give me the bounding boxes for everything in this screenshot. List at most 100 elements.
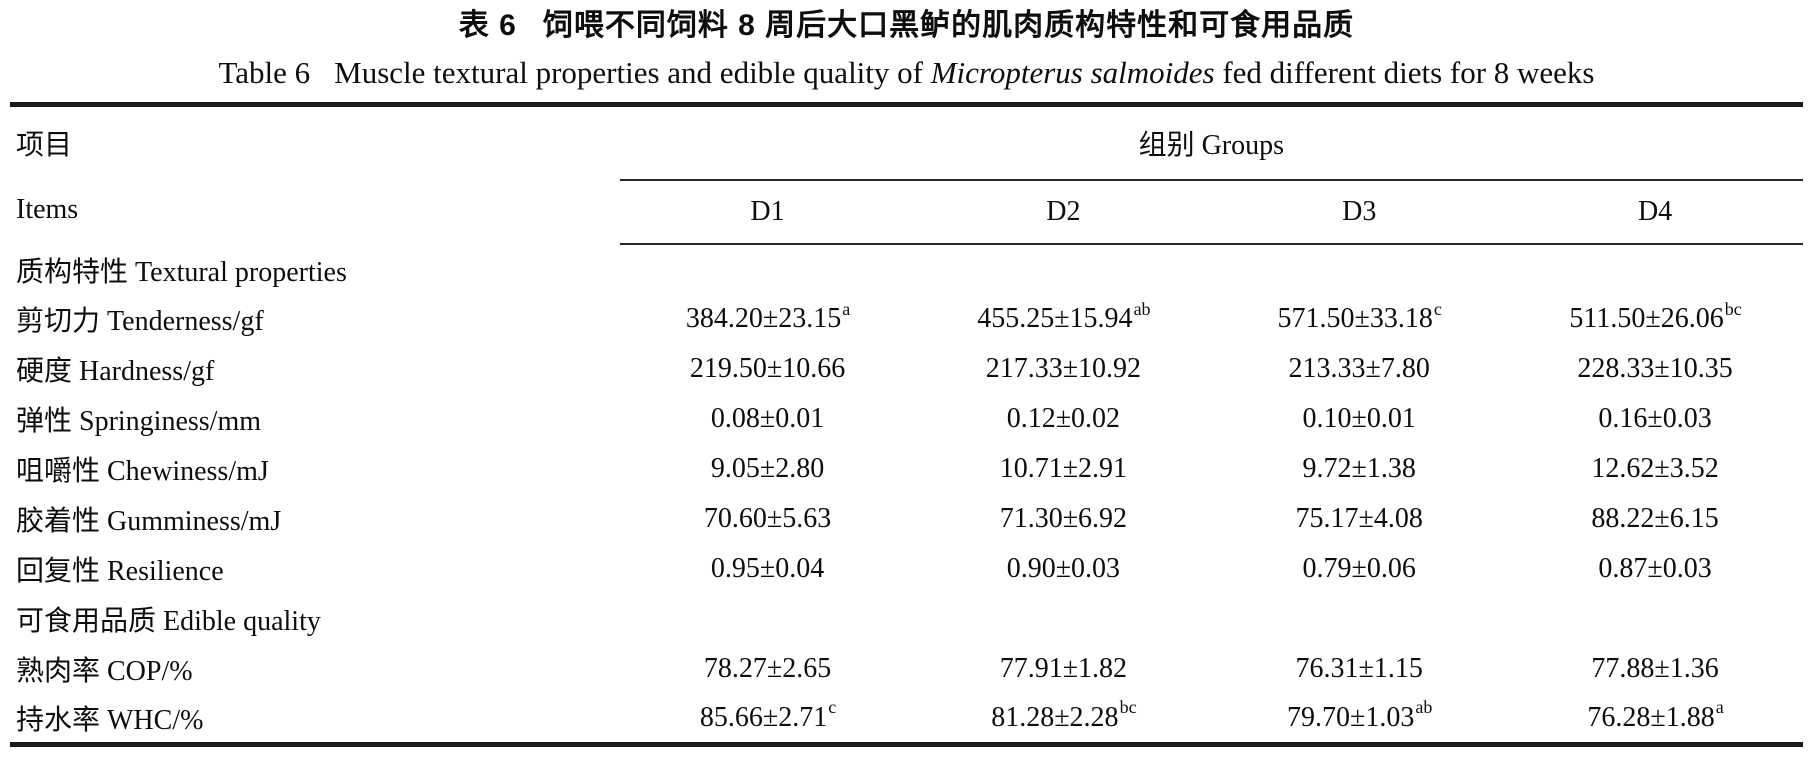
row-label: 硬度 Hardness/gf — [16, 356, 215, 387]
value-text: 219.50±10.66 — [689, 353, 846, 384]
value-cell: 0.16±0.03 — [1507, 394, 1803, 444]
value-text: 0.95±0.04 — [710, 553, 825, 584]
row-label: 持水率 WHC/% — [16, 704, 204, 736]
significance-letter: ab — [1133, 298, 1151, 319]
value-cell: 71.30±6.92 — [915, 494, 1211, 544]
value-cell: 384.20±23.15a — [620, 294, 916, 344]
table-row: 咀嚼性 Chewiness/mJ 9.05±2.80 10.71±2.91 9.72±… — [10, 444, 1803, 494]
items-header-cell: 项目 Items — [10, 105, 620, 245]
paper-table-page: 表 6 饲喂不同饲料 8 周后大口黑鲈的肌肉质构特性和可食用品质 Table 6 M… — [10, 4, 1803, 747]
table-row: 回复性 Resilience 0.95±0.04 0.90±0.03 0.79±0.0… — [10, 544, 1803, 594]
section-label: 可食用品质 Edible quality — [16, 606, 321, 637]
value-cell: 455.25±15.94ab — [915, 294, 1211, 344]
value-cell: 0.79±0.06 — [1211, 544, 1507, 594]
column-header-d4: D4 — [1507, 180, 1803, 245]
value-text: 0.10±0.01 — [1302, 403, 1416, 434]
table-row: 硬度 Hardness/gf 219.50±10.66 217.33±10.92 21… — [10, 344, 1803, 394]
table-title-en-suffix: fed different diets for 8 weeks — [1214, 55, 1595, 90]
value-text: 76.31±1.15 — [1295, 653, 1423, 684]
value-text: 70.60±5.63 — [703, 503, 832, 534]
significance-letter: a — [842, 298, 851, 319]
items-header-en: Items — [16, 194, 79, 225]
value-text: 384.20±23.15 — [685, 303, 842, 334]
value-text: 571.50±33.18 — [1277, 303, 1433, 334]
header-row-groups: 项目 Items 组别 Groups — [10, 104, 1803, 225]
value-cell: 78.27±2.65 — [620, 644, 916, 694]
value-text: 71.30±6.92 — [999, 503, 1128, 534]
value-cell: 88.22±6.15 — [1507, 494, 1803, 544]
value-cell: 12.62±3.52 — [1507, 444, 1803, 494]
value-cell: 217.33±10.92 — [915, 344, 1211, 394]
row-label: 胶着性 Gumminess/mJ — [16, 506, 282, 537]
significance-letter: c — [828, 697, 837, 718]
value-text: 228.33±10.35 — [1577, 353, 1733, 384]
value-cell: 76.31±1.15 — [1211, 644, 1507, 694]
value-text: 0.16±0.03 — [1598, 403, 1712, 434]
table-title-zh: 表 6 饲喂不同饲料 8 周后大口黑鲈的肌肉质构特性和可食用品质 — [10, 4, 1803, 48]
value-cell: 511.50±26.06bc — [1507, 294, 1803, 344]
value-text: 0.79±0.06 — [1302, 553, 1416, 584]
table-row: 持水率 WHC/% 85.66±2.71c 81.28±2.28bc 79.70±1.… — [10, 694, 1803, 744]
value-text: 455.25±15.94 — [977, 303, 1133, 334]
value-cell: 10.71±2.91 — [915, 444, 1211, 494]
items-header-zh: 项目 — [16, 130, 73, 161]
value-cell: 228.33±10.35 — [1507, 344, 1803, 394]
value-cell: 0.90±0.03 — [915, 544, 1211, 594]
value-cell: 9.72±1.38 — [1211, 444, 1507, 494]
value-text: 0.08±0.01 — [710, 403, 825, 434]
value-cell: 81.28±2.28bc — [915, 694, 1211, 744]
row-label: 剪切力 Tenderness/gf — [16, 306, 264, 337]
value-text: 77.91±1.82 — [999, 653, 1128, 684]
table-title-en-label: Table 6 — [218, 55, 311, 90]
row-label: 回复性 Resilience — [16, 556, 224, 587]
column-header-d3: D3 — [1211, 180, 1508, 245]
significance-letter: bc — [1119, 697, 1137, 718]
value-cell: 70.60±5.63 — [620, 494, 916, 544]
value-cell: 9.05±2.80 — [620, 444, 916, 494]
value-cell: 0.12±0.02 — [915, 394, 1211, 444]
value-cell: 75.17±4.08 — [1211, 494, 1507, 544]
table-title-en-prefix: Muscle textural properties and edible qu… — [334, 55, 931, 90]
table-row: 剪切力 Tenderness/gf 384.20±23.15a 455.25±15.… — [10, 294, 1803, 344]
value-text: 76.28±1.88 — [1587, 701, 1715, 733]
value-cell: 219.50±10.66 — [620, 344, 916, 394]
value-cell: 0.08±0.01 — [620, 394, 916, 444]
table-row: 弹性 Springiness/mm 0.08±0.01 0.12±0.02 0.10±… — [10, 394, 1803, 444]
value-cell: 0.10±0.01 — [1211, 394, 1507, 444]
value-text: 77.88±1.36 — [1591, 653, 1719, 684]
value-text: 85.66±2.71 — [699, 701, 828, 733]
value-cell: 0.95±0.04 — [620, 544, 916, 594]
value-cell: 0.87±0.03 — [1507, 544, 1803, 594]
row-label: 咀嚼性 Chewiness/mJ — [16, 456, 269, 487]
value-text: 88.22±6.15 — [1591, 503, 1719, 534]
row-label: 弹性 Springiness/mm — [16, 406, 262, 437]
value-text: 213.33±7.80 — [1288, 353, 1430, 384]
significance-letter: ab — [1415, 697, 1433, 718]
value-cell: 571.50±33.18c — [1211, 294, 1507, 344]
value-text: 511.50±26.06 — [1569, 303, 1724, 334]
value-text: 75.17±4.08 — [1295, 503, 1423, 534]
table-title-zh-label: 表 6 — [458, 9, 517, 42]
section-row: 可食用品质 Edible quality — [10, 594, 1803, 644]
value-text: 217.33±10.92 — [985, 353, 1142, 384]
value-cell: 77.88±1.36 — [1507, 644, 1803, 694]
value-text: 0.12±0.02 — [1006, 403, 1121, 434]
value-text: 0.90±0.03 — [1006, 553, 1121, 584]
value-text: 81.28±2.28 — [991, 701, 1119, 733]
value-cell: 85.66±2.71c — [620, 694, 916, 744]
significance-letter: c — [1433, 298, 1442, 319]
table-title-zh-text: 饲喂不同饲料 8 周后大口黑鲈的肌肉质构特性和可食用品质 — [542, 9, 1355, 42]
table-row: 胶着性 Gumminess/mJ 70.60±5.63 71.30±6.92 75.1… — [10, 494, 1803, 544]
value-text: 78.27±2.65 — [703, 653, 832, 684]
value-cell: 77.91±1.82 — [915, 644, 1211, 694]
value-cell: 79.70±1.03ab — [1211, 694, 1507, 744]
value-text: 79.70±1.03 — [1287, 701, 1415, 733]
value-cell: 76.28±1.88a — [1507, 694, 1803, 744]
value-text: 12.62±3.52 — [1591, 453, 1719, 484]
species-name: Micropterus salmoides — [930, 55, 1215, 90]
column-header-d2: D2 — [915, 180, 1212, 245]
value-text: 10.71±2.91 — [999, 453, 1128, 484]
value-text: 9.72±1.38 — [1302, 453, 1416, 484]
column-header-d1: D1 — [619, 180, 916, 245]
row-label: 熟肉率 COP/% — [16, 656, 193, 687]
